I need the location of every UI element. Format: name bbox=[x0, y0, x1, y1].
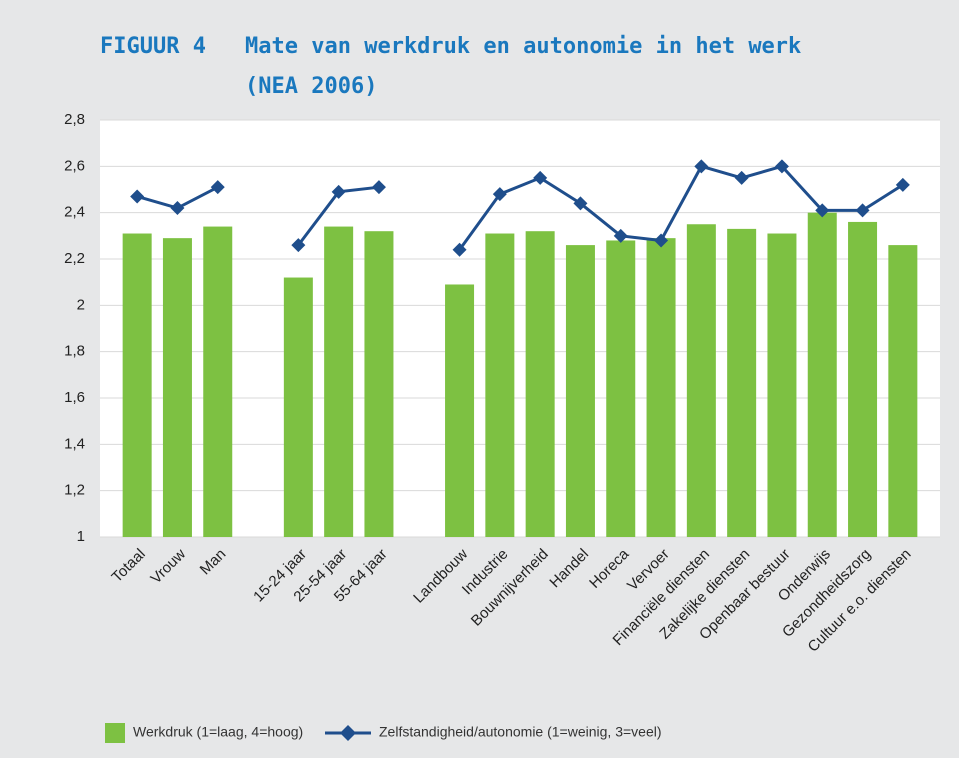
line-marker bbox=[291, 238, 306, 253]
chart-title: Mate van werkdruk en autonomie in het we… bbox=[245, 34, 801, 59]
line-marker bbox=[533, 170, 548, 185]
line-marker bbox=[573, 196, 588, 211]
line-marker bbox=[331, 184, 346, 199]
chart-subtitle: (NEA 2006) bbox=[245, 74, 377, 99]
line-marker bbox=[452, 242, 467, 257]
y-tick-label: 1,4 bbox=[64, 435, 85, 452]
y-tick-label: 1,2 bbox=[64, 482, 85, 499]
legend-label: Zelfstandigheid/autonomie (1=weinig, 3=v… bbox=[379, 724, 662, 740]
bar bbox=[445, 284, 475, 537]
legend-swatch bbox=[105, 723, 125, 743]
bar bbox=[565, 245, 595, 537]
line-marker bbox=[654, 233, 669, 248]
y-tick-label: 2,6 bbox=[64, 157, 85, 174]
line-marker bbox=[734, 170, 749, 185]
figure-label: FIGUUR 4 bbox=[100, 34, 206, 59]
plot-area bbox=[100, 120, 940, 537]
bar bbox=[646, 238, 676, 537]
line-marker bbox=[694, 159, 709, 174]
bar bbox=[324, 226, 354, 538]
line-marker bbox=[895, 177, 910, 192]
bar bbox=[807, 212, 837, 537]
y-tick-label: 2 bbox=[77, 296, 85, 313]
bar bbox=[848, 221, 878, 537]
line-marker bbox=[130, 189, 145, 204]
legend-swatch bbox=[340, 725, 356, 741]
bar bbox=[485, 233, 515, 537]
bar bbox=[162, 238, 192, 537]
y-tick-label: 1,6 bbox=[64, 389, 85, 406]
line-marker bbox=[613, 228, 628, 243]
line-marker bbox=[855, 203, 870, 218]
line-marker bbox=[815, 203, 830, 218]
line-marker bbox=[492, 187, 507, 202]
bar bbox=[888, 245, 918, 537]
bar bbox=[283, 277, 313, 537]
line-marker bbox=[210, 180, 225, 195]
line-marker bbox=[371, 180, 386, 195]
bar bbox=[606, 240, 636, 537]
bar bbox=[364, 231, 394, 537]
line-marker bbox=[170, 201, 185, 216]
y-tick-label: 1,8 bbox=[64, 343, 85, 360]
bar bbox=[727, 228, 757, 537]
bar bbox=[767, 233, 797, 537]
legend-label: Werkdruk (1=laag, 4=hoog) bbox=[133, 724, 303, 740]
y-tick-label: 2,8 bbox=[64, 111, 85, 128]
y-tick-label: 2,2 bbox=[64, 250, 85, 267]
bar bbox=[122, 233, 152, 537]
y-tick-label: 2,4 bbox=[64, 204, 85, 221]
line-marker bbox=[774, 159, 789, 174]
bar bbox=[686, 224, 716, 537]
bar bbox=[203, 226, 233, 538]
y-tick-label: 1 bbox=[77, 528, 85, 545]
bar bbox=[525, 231, 555, 537]
